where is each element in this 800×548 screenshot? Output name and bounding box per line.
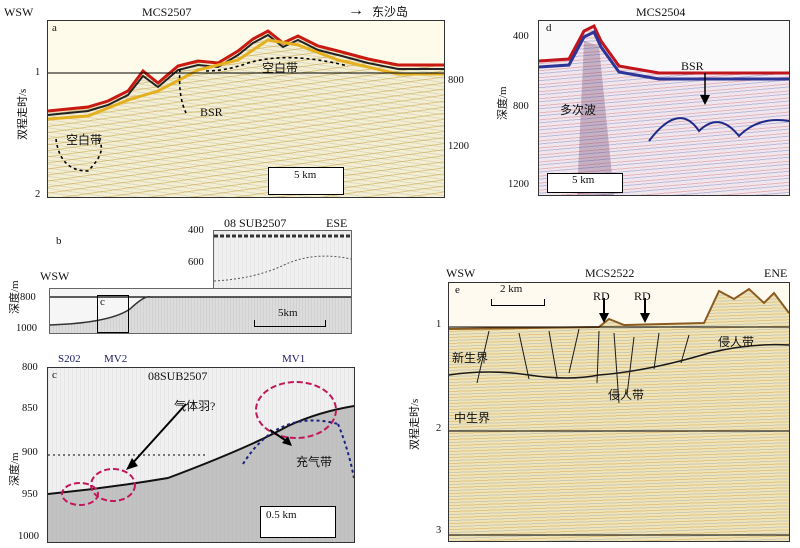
panel-c-y-tick-950: 950 xyxy=(22,489,38,500)
panel-c-line-name: 08SUB2507 xyxy=(148,369,208,383)
panel-b-y-tick-800: 800 xyxy=(20,292,36,303)
panel-a-label-bsr: BSR xyxy=(200,105,223,119)
panel-a-seismic-image xyxy=(47,20,445,198)
panel-c-scale-text: 0.5 km xyxy=(266,509,297,521)
panel-d-y-axis-label: 深度/m xyxy=(497,86,509,120)
panel-c-label-gas-charged-zone: 充气带 xyxy=(296,455,333,469)
panel-b-dir-right: ESE xyxy=(326,216,348,230)
panel-a-y-tick-1: 1 xyxy=(35,67,41,78)
panel-a-dir-left: WSW xyxy=(4,5,34,19)
panel-d-scale-bar xyxy=(547,173,623,193)
panel-c-y-tick-1000: 1000 xyxy=(18,531,39,542)
panel-c-y-tick-900: 900 xyxy=(22,447,38,458)
panel-e-label-rd-1: RD xyxy=(593,289,610,303)
panel-d-y-tick-400: 400 xyxy=(513,31,529,42)
panel-b-upper-overlay xyxy=(214,234,351,282)
panel-e-overlay xyxy=(449,283,789,536)
panel-b-inset-label: c xyxy=(100,296,105,308)
panel-b-lower-overlay xyxy=(50,289,351,326)
marker-s202-label: S202 xyxy=(58,353,81,365)
panel-e-label-cenozoic: 新生界 xyxy=(452,351,489,365)
panel-b-dir-left: WSW xyxy=(40,269,70,283)
panel-d-line-name: MCS2504 xyxy=(636,5,686,19)
panel-b-y-tick-1000: 1000 xyxy=(16,323,37,334)
panel-a-scale-bar xyxy=(268,167,344,195)
panel-e-label-intrusion-2: 侵人带 xyxy=(718,335,755,349)
panel-c-sonar-image xyxy=(47,367,355,543)
panel-e-letter: e xyxy=(455,284,460,296)
panel-d-overlay xyxy=(539,21,789,195)
panel-a-right-tick-800: 800 xyxy=(448,75,464,86)
panel-d-label-multiple: 多次波 xyxy=(560,103,597,117)
panel-e-dir-right: ENE xyxy=(764,266,788,280)
panel-e-y-tick-1: 1 xyxy=(436,319,442,330)
panel-a-overlay xyxy=(48,21,444,172)
panel-e-y-tick-2: 2 xyxy=(436,423,442,434)
panel-e-scale-bar xyxy=(491,299,545,306)
panel-c-letter: c xyxy=(52,369,57,381)
panel-b-lower-image xyxy=(49,288,352,334)
panel-e-label-intrusion-1: 侵人带 xyxy=(608,388,645,402)
panel-b-letter: b xyxy=(56,235,62,247)
marker-mv2-label: MV2 xyxy=(104,353,128,365)
panel-b-inner-tick-400: 400 xyxy=(188,225,204,236)
panel-a-line-name: MCS2507 xyxy=(142,5,192,19)
panel-a-scale-text: 5 km xyxy=(294,169,317,181)
panel-c-scale-bar xyxy=(260,506,336,538)
marker-mv1-label: MV1 xyxy=(282,353,306,365)
panel-e-label-rd-2: RD xyxy=(634,289,651,303)
panel-d-y-tick-800: 800 xyxy=(513,101,529,112)
panel-a-y-tick-2: 2 xyxy=(35,189,41,200)
panel-d-y-tick-1200: 1200 xyxy=(508,179,529,190)
panel-a-letter: a xyxy=(52,22,57,34)
panel-a-right-tick-1200: 1200 xyxy=(448,141,469,152)
panel-a-destination: 东沙岛 xyxy=(372,5,409,19)
panel-b-scale-text: 5km xyxy=(278,307,298,319)
panel-a-label-blank-zone-lower: 空白带 xyxy=(66,133,103,147)
panel-c-y-tick-800: 800 xyxy=(22,362,38,373)
panel-a-label-blank-zone-upper: 空白带 xyxy=(262,61,299,75)
panel-b-line-name: 08 SUB2507 xyxy=(224,216,287,230)
panel-d-scale-text: 5 km xyxy=(572,174,595,186)
panel-a-y-axis-label: 双程走时/s xyxy=(17,88,29,140)
panel-c-label-gas-plume: 气体羽? xyxy=(174,399,216,413)
panel-d-label-bsr: BSR xyxy=(681,59,704,73)
panel-b-inset-box xyxy=(97,295,129,333)
arrow-right-icon: → xyxy=(348,2,364,19)
panel-e-y-axis-label: 双程走时/s xyxy=(409,398,421,450)
panel-b-inner-tick-600: 600 xyxy=(188,257,204,268)
panel-d-letter: d xyxy=(546,22,552,34)
panel-d-seismic-image xyxy=(538,20,790,196)
panel-c-y-tick-850: 850 xyxy=(22,403,38,414)
panel-b-scale-bar xyxy=(254,320,326,327)
panel-e-label-mesozoic: 中生界 xyxy=(454,411,491,425)
panel-b-upper-image xyxy=(213,230,352,290)
panel-e-seismic-image xyxy=(448,282,790,542)
panel-e-y-tick-3: 3 xyxy=(436,525,442,536)
panel-c-y-axis-label: 深度/m xyxy=(9,452,21,486)
panel-e-dir-left: WSW xyxy=(446,266,476,280)
panel-e-line-name: MCS2522 xyxy=(585,266,635,280)
panel-e-scale-text: 2 km xyxy=(500,283,523,295)
